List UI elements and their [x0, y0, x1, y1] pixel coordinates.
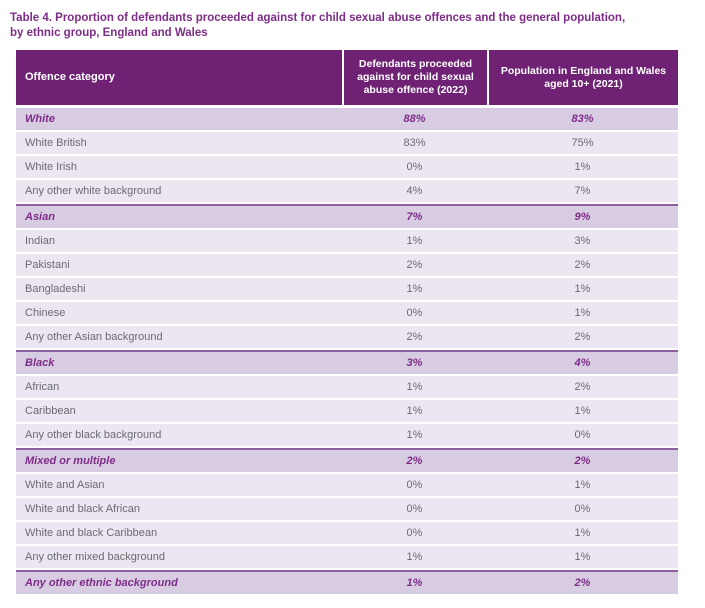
row-label: Bangladeshi — [25, 283, 86, 295]
table-row: White and black African 0% 0% — [16, 498, 678, 520]
table-row: White British 83% 75% — [16, 132, 678, 154]
row-label: Black — [25, 357, 55, 369]
defendants-value: 0% — [406, 503, 423, 515]
row-label: Mixed or multiple — [25, 455, 116, 467]
population-value: 9% — [574, 211, 591, 223]
category-row: Any other ethnic background 1% 2% — [16, 570, 678, 594]
table-title-line2: by ethnic group, England and Wales — [10, 26, 208, 39]
table-row: Pakistani 2% 2% — [16, 254, 678, 276]
defendants-value: 7% — [406, 211, 423, 223]
defendants-value: 88% — [403, 113, 426, 125]
table-row: Any other mixed background 1% 1% — [16, 546, 678, 568]
defendants-value: 1% — [406, 235, 423, 247]
defendants-value: 3% — [406, 357, 423, 369]
defendants-value: 0% — [406, 527, 423, 539]
table-row: Any other white background 4% 7% — [16, 180, 678, 202]
category-row: Black 3% 4% — [16, 350, 678, 374]
table-row: White and black Caribbean 0% 1% — [16, 522, 678, 544]
column-header-population: Population in England and Wales aged 10+… — [489, 50, 678, 105]
row-label: Pakistani — [25, 259, 70, 271]
defendants-value: 1% — [406, 429, 423, 441]
row-label: Any other white background — [25, 185, 162, 197]
defendants-value: 1% — [406, 405, 423, 417]
row-label: White and Asian — [25, 479, 105, 491]
population-value: 2% — [574, 577, 591, 589]
row-label: African — [25, 381, 60, 393]
row-label: Any other mixed background — [25, 551, 166, 563]
table-title-line1: Table 4. Proportion of defendants procee… — [10, 12, 626, 24]
table-row: Caribbean 1% 1% — [16, 400, 678, 422]
row-label: Indian — [25, 235, 55, 247]
defendants-value: 0% — [406, 479, 423, 491]
defendants-value: 1% — [406, 381, 423, 393]
population-value: 1% — [574, 283, 591, 295]
defendants-value: 2% — [406, 455, 423, 467]
defendants-value: 0% — [406, 161, 423, 173]
row-label: White and black Caribbean — [25, 527, 158, 539]
row-label: Any other black background — [25, 429, 162, 441]
population-value: 1% — [574, 527, 591, 539]
population-value: 2% — [574, 259, 591, 271]
row-label: Any other ethnic background — [25, 577, 178, 589]
population-value: 1% — [574, 161, 591, 173]
category-row: Asian 7% 9% — [16, 204, 678, 228]
population-value: 3% — [574, 235, 591, 247]
table-row: Bangladeshi 1% 1% — [16, 278, 678, 300]
defendants-value: 1% — [406, 551, 423, 563]
row-label: White British — [25, 137, 87, 149]
table-row: Chinese 0% 1% — [16, 302, 678, 324]
category-row: White 88% 83% — [16, 108, 678, 130]
defendants-value: 2% — [406, 331, 423, 343]
defendants-value: 0% — [406, 307, 423, 319]
defendants-value: 1% — [406, 577, 423, 589]
population-value: 83% — [571, 113, 594, 125]
table-row: Any other black background 1% 0% — [16, 424, 678, 446]
population-value: 75% — [571, 137, 594, 149]
population-value: 2% — [574, 455, 591, 467]
row-label: White — [25, 113, 55, 125]
population-value: 2% — [574, 331, 591, 343]
defendants-value: 1% — [406, 283, 423, 295]
population-value: 7% — [574, 185, 591, 197]
population-value: 1% — [574, 405, 591, 417]
population-value: 0% — [574, 429, 591, 441]
category-row: Mixed or multiple 2% 2% — [16, 448, 678, 472]
defendants-value: 83% — [403, 137, 426, 149]
table-row: White Irish 0% 1% — [16, 156, 678, 178]
table-row: African 1% 2% — [16, 376, 678, 398]
table-row: Any other Asian background 2% 2% — [16, 326, 678, 348]
table-title: Table 4. Proportion of defendants procee… — [10, 11, 700, 40]
row-label: Any other Asian background — [25, 331, 163, 343]
table-body: White 88% 83% White British 83% 75% White Iris… — [16, 108, 678, 594]
table-row: Indian 1% 3% — [16, 230, 678, 252]
column-header-defendants: Defendants proceeded against for child s… — [344, 50, 487, 105]
row-label: White and black African — [25, 503, 140, 515]
table-header-row: Offence category Defendants proceeded ag… — [16, 50, 678, 105]
row-label: Caribbean — [25, 405, 76, 417]
defendants-value: 2% — [406, 259, 423, 271]
population-value: 0% — [574, 503, 591, 515]
column-header-offence-category: Offence category — [16, 50, 342, 105]
ethnicity-table: Offence category Defendants proceeded ag… — [16, 50, 678, 596]
population-value: 1% — [574, 551, 591, 563]
population-value: 4% — [574, 357, 591, 369]
population-value: 2% — [574, 381, 591, 393]
table-row: White and Asian 0% 1% — [16, 474, 678, 496]
row-label: Chinese — [25, 307, 66, 319]
population-value: 1% — [574, 307, 591, 319]
population-value: 1% — [574, 479, 591, 491]
defendants-value: 4% — [406, 185, 423, 197]
row-label: White Irish — [25, 161, 77, 173]
row-label: Asian — [25, 211, 55, 223]
